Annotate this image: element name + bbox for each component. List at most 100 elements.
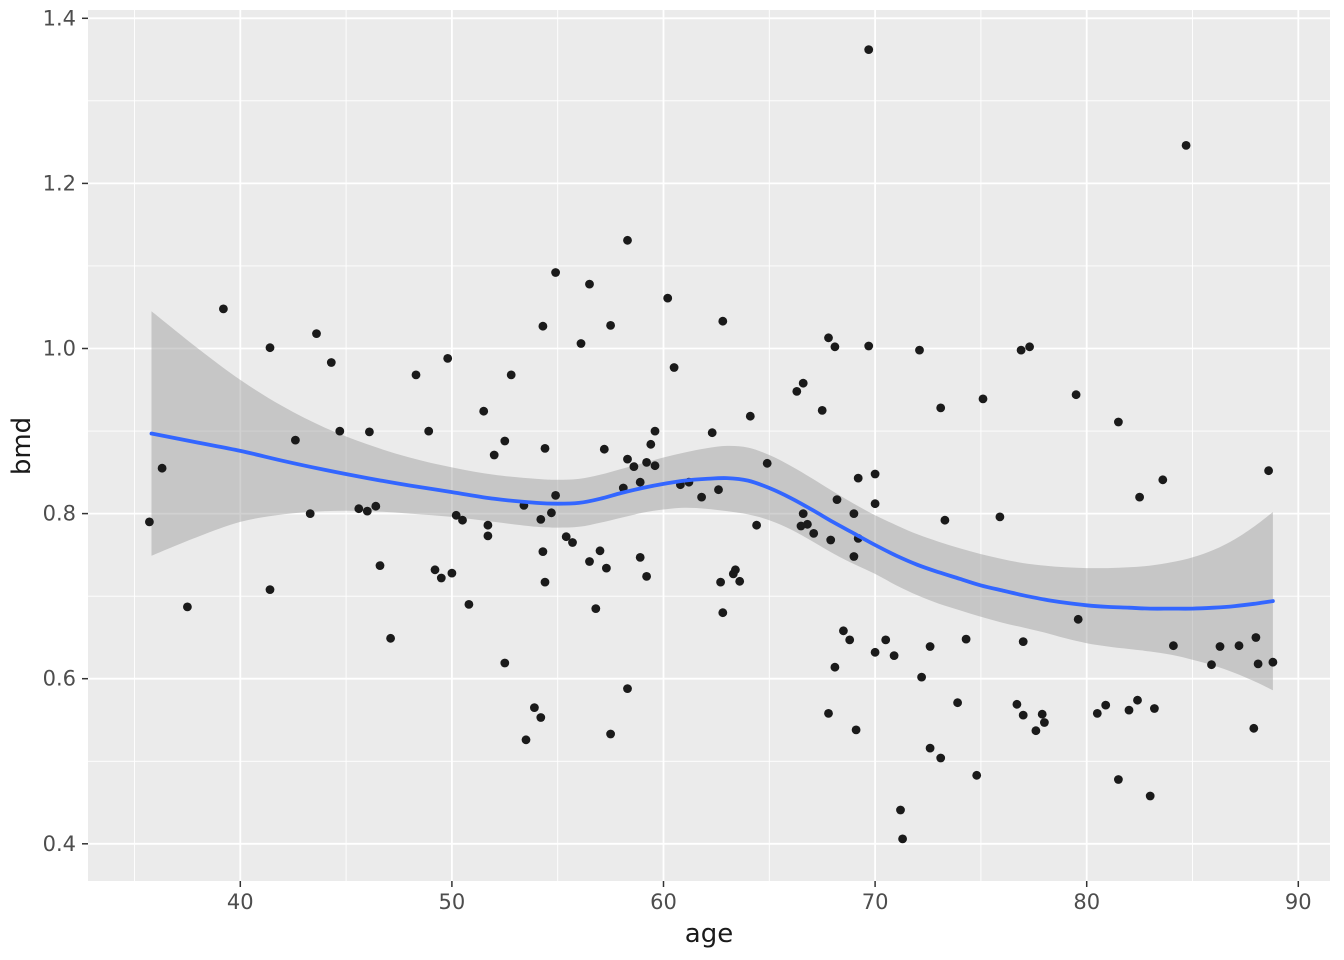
y-tick-label: 0.4 — [43, 832, 76, 856]
data-point — [849, 509, 859, 518]
data-point — [354, 504, 364, 514]
data-point — [312, 329, 321, 338]
data-point — [1012, 699, 1022, 709]
data-point — [961, 634, 971, 644]
data-point — [599, 444, 609, 454]
data-point — [1249, 723, 1259, 733]
data-point — [551, 491, 560, 500]
data-point — [500, 436, 510, 446]
data-point — [1016, 345, 1026, 355]
data-point — [824, 333, 833, 343]
data-point — [606, 321, 615, 330]
data-point — [375, 561, 385, 570]
data-point — [464, 600, 474, 609]
data-point — [1040, 718, 1049, 727]
data-point — [1169, 641, 1178, 651]
data-point — [953, 698, 962, 708]
data-point — [443, 354, 453, 363]
data-point — [362, 506, 372, 516]
data-point — [972, 770, 982, 780]
data-point — [792, 387, 802, 396]
data-point — [365, 427, 374, 437]
x-axis-title: age — [685, 919, 733, 949]
data-point — [530, 703, 539, 712]
data-point — [606, 729, 615, 739]
data-point — [489, 450, 499, 460]
data-point — [371, 501, 381, 511]
data-point — [809, 529, 819, 538]
data-point — [536, 713, 546, 722]
plot-panel — [88, 10, 1330, 881]
loess-line — [149, 431, 1275, 611]
data-point — [1150, 704, 1159, 713]
data-point — [870, 499, 880, 509]
data-point — [1268, 657, 1278, 667]
data-point — [1133, 695, 1142, 705]
data-point — [830, 342, 840, 352]
data-point — [917, 672, 926, 682]
data-point — [623, 235, 632, 245]
data-point — [183, 602, 192, 612]
data-point — [845, 635, 855, 645]
data-point — [157, 463, 167, 473]
data-point — [386, 633, 395, 643]
y-axis-title: bmd — [7, 417, 37, 475]
data-point — [623, 684, 632, 693]
data-point — [458, 515, 467, 525]
data-point — [1181, 141, 1191, 150]
data-point — [595, 546, 605, 556]
data-point — [650, 426, 660, 436]
data-point — [1037, 709, 1047, 719]
data-point — [551, 268, 560, 277]
data-point — [506, 370, 516, 380]
x-tick-label: 40 — [227, 890, 254, 914]
data-point — [898, 834, 907, 844]
data-point — [817, 406, 827, 415]
data-point — [646, 439, 656, 449]
data-point — [424, 426, 434, 436]
data-point — [145, 517, 154, 527]
plot-panel-layer — [88, 10, 1330, 881]
data-point — [824, 709, 833, 718]
data-point — [1158, 475, 1168, 485]
data-point — [650, 461, 660, 471]
data-point — [978, 394, 988, 404]
data-point — [265, 343, 275, 353]
data-point — [881, 635, 891, 645]
data-point — [716, 577, 725, 587]
data-point — [1251, 633, 1261, 642]
data-point — [915, 345, 924, 355]
data-point — [1114, 775, 1123, 784]
data-point — [752, 520, 761, 530]
data-point — [832, 495, 842, 504]
data-point — [642, 458, 651, 467]
data-point — [718, 316, 728, 326]
y-tick-label: 0.6 — [43, 667, 76, 691]
data-point — [436, 573, 446, 583]
data-point — [623, 454, 632, 464]
data-point — [547, 508, 556, 518]
x-tick-label: 50 — [439, 890, 466, 914]
data-point — [1018, 710, 1028, 720]
data-point — [568, 538, 577, 547]
data-point — [561, 532, 571, 542]
x-tick-label: 70 — [862, 890, 889, 914]
data-point — [335, 426, 345, 436]
data-point — [925, 743, 935, 753]
data-point — [1253, 659, 1263, 669]
data-point — [714, 485, 723, 495]
data-point — [735, 576, 745, 586]
data-point — [540, 444, 550, 453]
data-point — [521, 735, 531, 745]
data-point — [538, 321, 548, 331]
data-point — [500, 658, 510, 668]
data-point — [1264, 466, 1273, 476]
data-point — [1124, 705, 1134, 715]
data-point — [1018, 637, 1028, 646]
data-point — [642, 572, 651, 581]
data-point — [265, 585, 275, 594]
y-tick-label: 1.0 — [43, 337, 76, 361]
data-point — [305, 509, 315, 518]
data-point — [447, 568, 457, 578]
gridlines-layer — [88, 10, 1330, 881]
